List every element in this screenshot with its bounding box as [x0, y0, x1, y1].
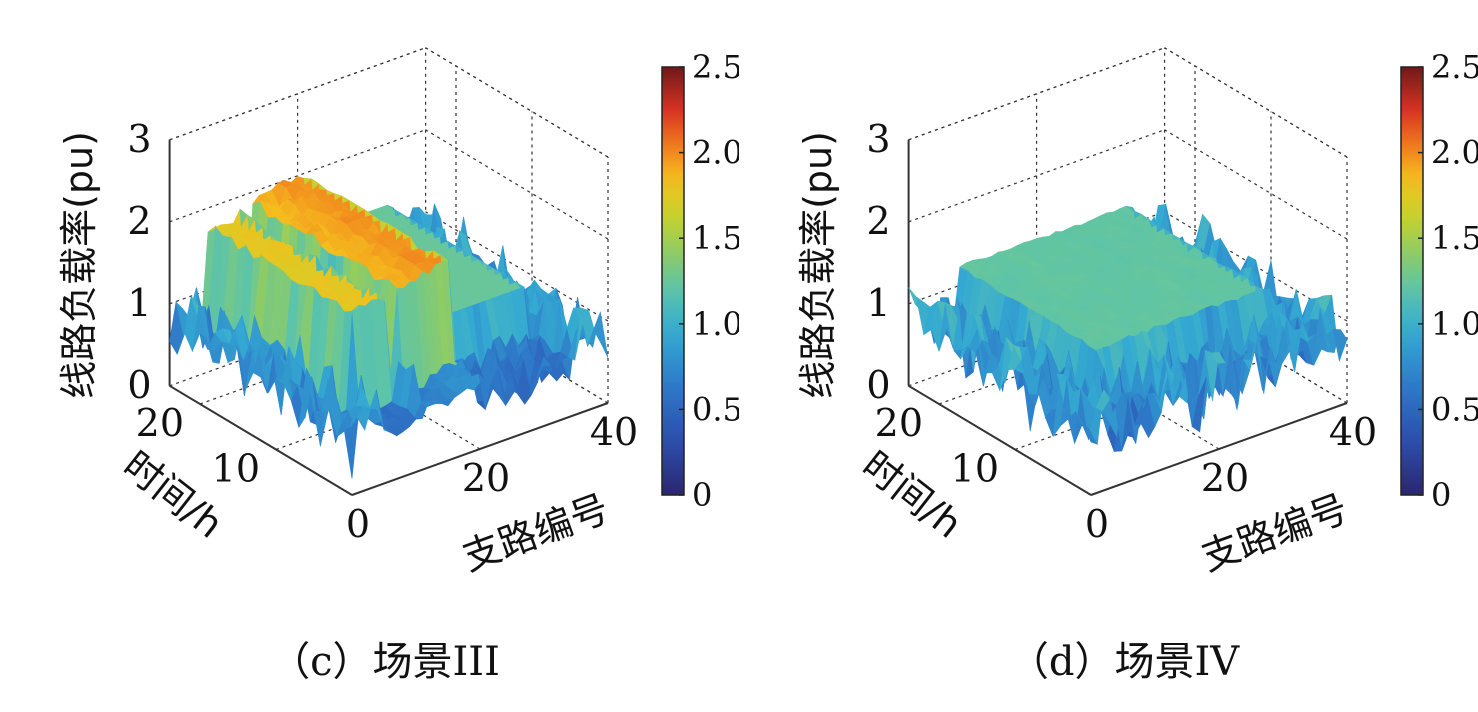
surface: [169, 175, 609, 479]
colorbar-tick-label: 0: [692, 476, 712, 514]
x-tick-label: 40: [590, 410, 638, 454]
x-tick-label: 20: [462, 456, 510, 500]
box-top-side: [1164, 47, 1348, 158]
colorbar-tick-label: 0.5: [1431, 390, 1478, 428]
figure-caption: （c）场景III: [270, 639, 500, 685]
colorbar-tick-label: 0: [1431, 476, 1451, 514]
z-tick-label: 2: [127, 199, 151, 243]
y-axis-line: [908, 384, 1092, 496]
x-tick-label: 40: [1329, 410, 1377, 454]
z-axis-label: 线路负载率(pu): [57, 131, 101, 399]
colorbar: [1400, 66, 1424, 496]
box-top-back: [908, 47, 1165, 141]
x-tick-label: 0: [346, 502, 370, 546]
colorbar: [661, 66, 685, 496]
x-tick-label: 20: [1201, 456, 1249, 500]
colorbar-tick-label: 2.0: [692, 134, 739, 172]
panel-c: 0 1 2 3 0 20 40 20 10 线路负载率(pu) 时间/h 支路编号 0 0.5 1.0 1.5…: [57, 47, 739, 685]
z-tick-label: 1: [127, 281, 151, 325]
colorbar-tick-label: 2.5: [1431, 48, 1478, 86]
y-tick-label: 10: [951, 447, 999, 491]
grid-back-z-2: [908, 129, 1165, 223]
colorbar-tick-label: 2.5: [692, 48, 739, 86]
panel-d: 0 1 2 3 0 20 40 20 10 线路负载率(pu) 时间/h 支路编号 0 0.5 1.0 1.5…: [739, 0, 1478, 712]
figure-caption: （d）场景IV: [1009, 639, 1240, 685]
colorbar-tick-label: 0.5: [692, 390, 739, 428]
z-tick-label: 0: [127, 363, 151, 407]
colorbar-tick-label: 1.0: [692, 305, 739, 343]
box-top-back: [169, 47, 426, 141]
colorbar-tick-label: 2.0: [1431, 134, 1478, 172]
x-axis-label: 支路编号: [457, 486, 615, 579]
surface-cell: [1332, 329, 1348, 363]
y-axis-line: [169, 384, 353, 496]
y-tick-label: 20: [875, 401, 923, 445]
grid-side-z-2: [425, 129, 609, 240]
x-axis-line: [351, 402, 609, 496]
z-tick-label: 3: [127, 117, 151, 161]
surface-cell: [593, 310, 609, 359]
x-axis-line: [1090, 402, 1348, 496]
z-tick-label: 3: [866, 117, 890, 161]
z-axis-label: 线路负载率(pu): [796, 131, 840, 399]
colorbar-tick-label: 1.5: [692, 219, 739, 257]
x-tick-label: 0: [1085, 502, 1109, 546]
z-tick-label: 1: [866, 281, 890, 325]
x-axis-label: 支路编号: [1196, 486, 1354, 579]
colorbar-tick-label: 1.5: [1431, 219, 1478, 257]
box-top-side: [425, 47, 609, 158]
y-tick-label: 20: [136, 401, 184, 445]
z-tick-label: 2: [866, 199, 890, 243]
surface: [908, 204, 1348, 452]
z-tick-label: 0: [866, 363, 890, 407]
y-tick-label: 10: [212, 447, 260, 491]
grid-back-z-2: [169, 129, 426, 223]
colorbar-tick-label: 1.0: [1431, 305, 1478, 343]
grid-side-z-2: [1164, 129, 1348, 240]
